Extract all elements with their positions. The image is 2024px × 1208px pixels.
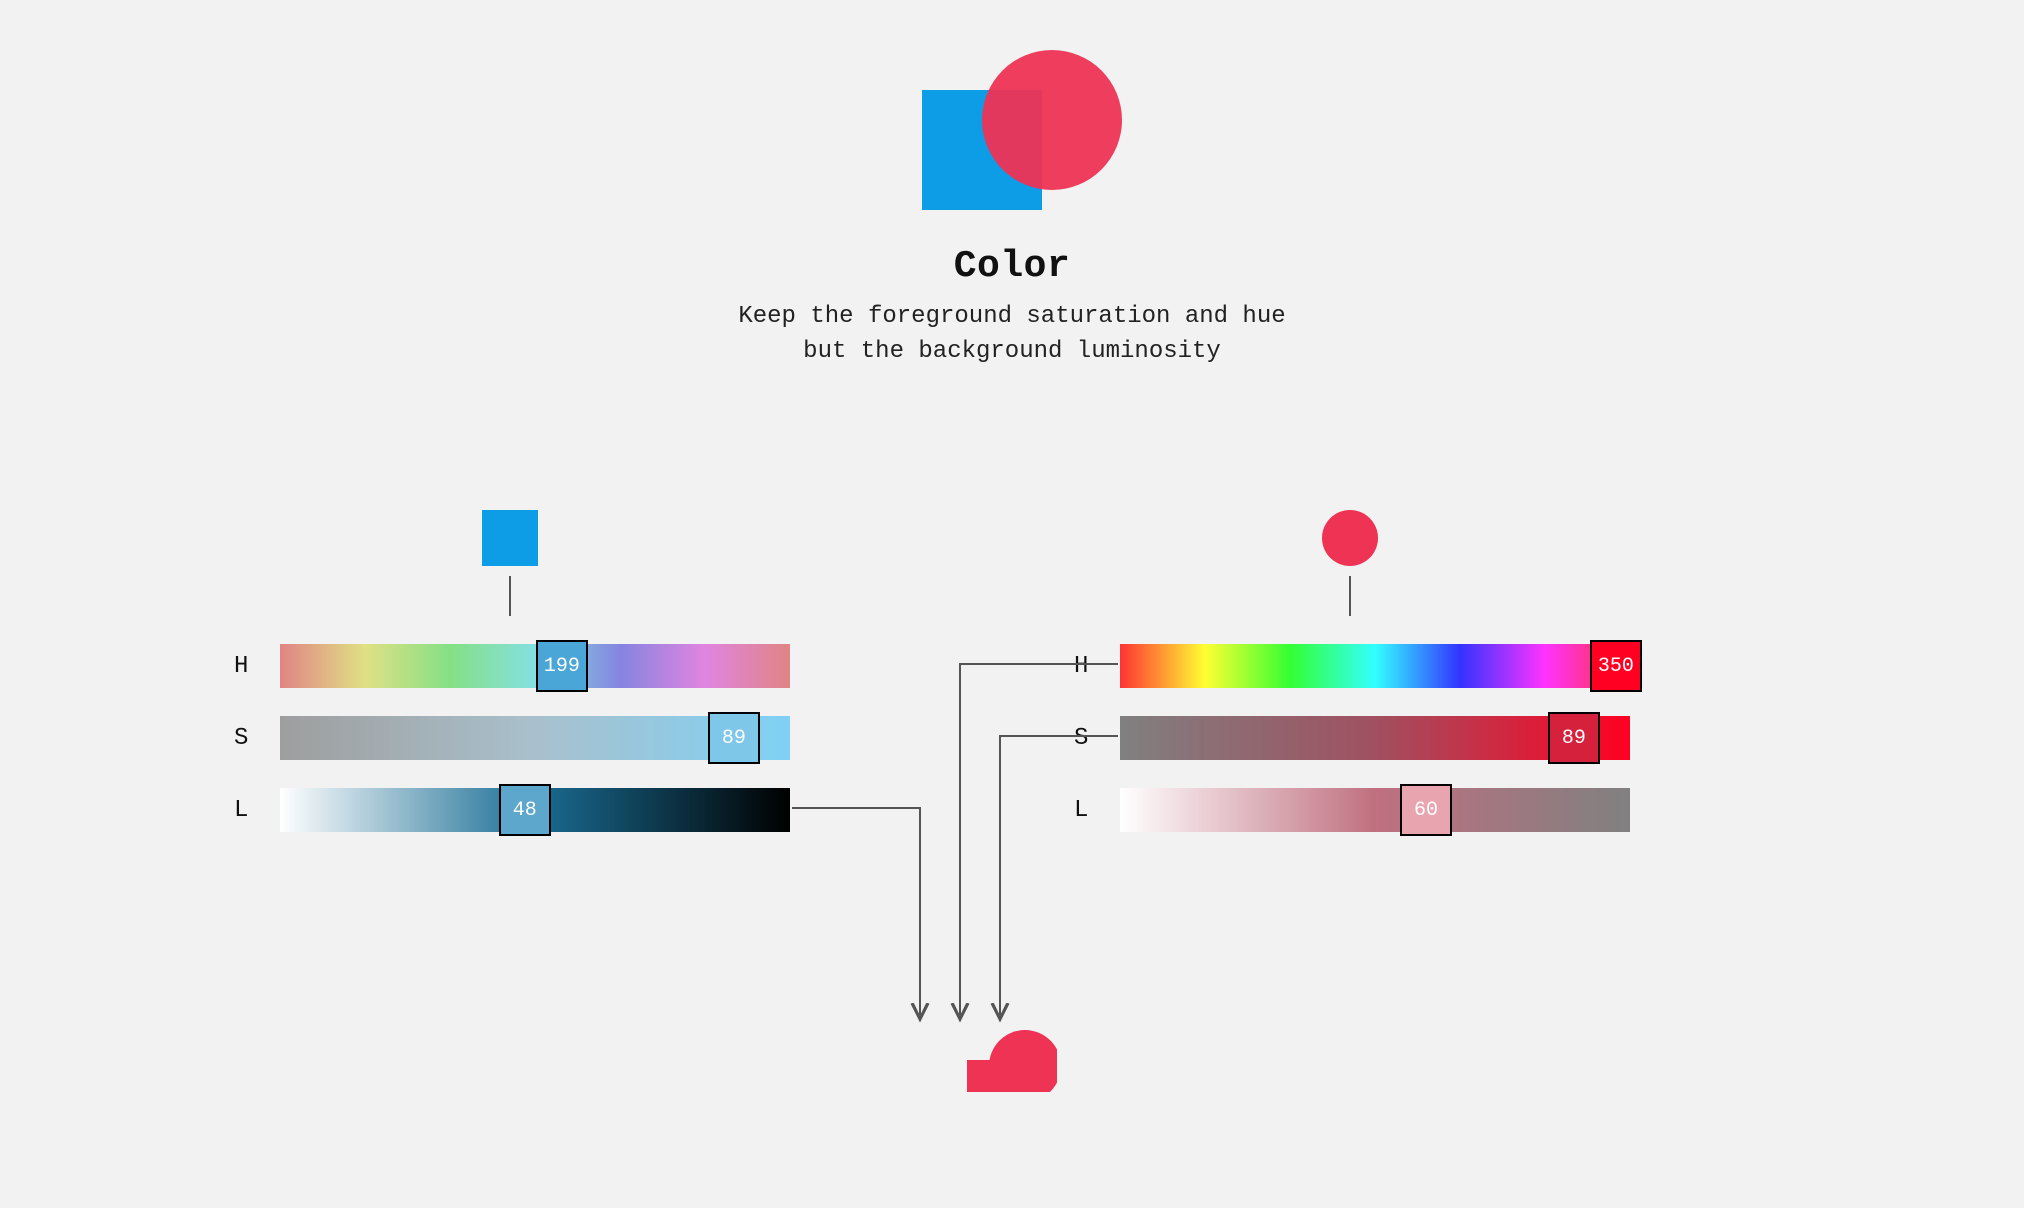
luminosity-row: L 60 (1070, 784, 1630, 836)
hero-icon (902, 50, 1122, 220)
hero-circle-icon (982, 50, 1122, 190)
saturation-thumb[interactable]: 89 (708, 712, 760, 764)
hue-value: 199 (544, 655, 580, 678)
saturation-row: S 89 (230, 712, 790, 764)
page-title: Color (954, 245, 1071, 288)
luminosity-value: 60 (1414, 799, 1438, 822)
saturation-row: S 89 (1070, 712, 1630, 764)
foreground-swatch-icon (1322, 510, 1378, 566)
saturation-thumb[interactable]: 89 (1548, 712, 1600, 764)
luminosity-value: 48 (513, 799, 537, 822)
luminosity-thumb[interactable]: 48 (499, 784, 551, 836)
result-shape-icon (967, 1030, 1057, 1120)
diagram-stage: Color Keep the foreground saturation and… (0, 0, 2024, 1208)
connector-line (509, 576, 511, 616)
luminosity-label: L (1070, 797, 1120, 824)
luminosity-row: L 48 (230, 784, 790, 836)
hue-value: 350 (1598, 655, 1634, 678)
hue-slider[interactable]: 350 (1120, 644, 1630, 688)
saturation-slider[interactable]: 89 (280, 716, 790, 760)
saturation-value: 89 (722, 727, 746, 750)
luminosity-slider[interactable]: 48 (280, 788, 790, 832)
luminosity-slider[interactable]: 60 (1120, 788, 1630, 832)
page-subtitle: Keep the foreground saturation and hue b… (738, 300, 1285, 370)
hue-label: H (1070, 653, 1120, 680)
saturation-slider[interactable]: 89 (1120, 716, 1630, 760)
hue-row: H 350 (1070, 640, 1630, 692)
luminosity-thumb[interactable]: 60 (1400, 784, 1452, 836)
saturation-value: 89 (1562, 727, 1586, 750)
hue-thumb[interactable]: 350 (1590, 640, 1642, 692)
background-swatch-icon (482, 510, 538, 566)
saturation-label: S (1070, 725, 1120, 752)
saturation-label: S (230, 725, 280, 752)
hue-label: H (230, 653, 280, 680)
hue-thumb[interactable]: 199 (536, 640, 588, 692)
luminosity-label: L (230, 797, 280, 824)
result-circle-icon (989, 1030, 1061, 1102)
hue-slider[interactable]: 199 (280, 644, 790, 688)
hue-row: H 199 (230, 640, 790, 692)
connector-line (1349, 576, 1351, 616)
